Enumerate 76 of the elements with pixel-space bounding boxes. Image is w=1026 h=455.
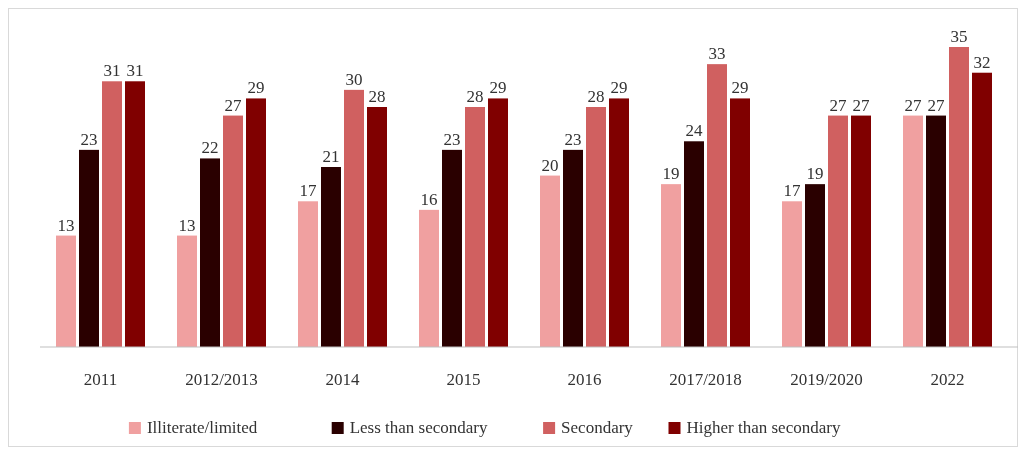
data-label: 35 (950, 27, 968, 46)
data-label: 27 (829, 95, 847, 115)
x-tick-label: 2011 (83, 370, 118, 389)
bar (707, 64, 727, 347)
bar (586, 107, 606, 347)
legend-label: Illiterate/limited (146, 418, 258, 437)
bar (200, 158, 220, 347)
legend-label: Less than secondary (349, 418, 489, 437)
bar (684, 141, 704, 347)
bar (246, 98, 266, 347)
x-tick-label: 2015 (446, 370, 481, 389)
bar (344, 89, 364, 347)
bar (488, 98, 508, 347)
data-label: 29 (247, 78, 265, 98)
data-label: 27 (927, 95, 945, 115)
bar (972, 72, 992, 347)
data-label: 31 (103, 61, 121, 81)
data-label: 28 (368, 87, 386, 106)
data-label: 32 (973, 52, 991, 72)
bar (298, 201, 318, 347)
data-label: 30 (345, 69, 363, 89)
data-label: 27 (852, 95, 870, 115)
data-label: 19 (662, 164, 680, 184)
bar (442, 149, 462, 347)
legend-label: Higher than secondary (686, 418, 841, 437)
bar (661, 184, 681, 347)
legend-label: Secondary (561, 418, 634, 437)
data-label: 27 (904, 95, 922, 115)
bar (102, 81, 122, 347)
bar (223, 115, 243, 347)
bar (125, 81, 145, 347)
data-label: 19 (806, 164, 824, 184)
bar (949, 47, 969, 347)
bar (540, 175, 560, 347)
bar (828, 115, 848, 347)
x-tick-label: 2019/2020 (790, 370, 863, 389)
bar (419, 209, 439, 347)
x-tick-label: 2022 (930, 370, 965, 389)
x-tick-label: 2012/2013 (185, 370, 258, 389)
x-tick-label: 2016 (567, 370, 602, 389)
data-label: 31 (126, 61, 144, 81)
bar (177, 235, 197, 347)
data-label: 16 (420, 189, 438, 209)
data-label: 28 (587, 87, 605, 106)
x-tick-label: 2014 (325, 370, 360, 389)
data-label: 23 (80, 129, 98, 149)
bar (730, 98, 750, 347)
bar (465, 107, 485, 347)
data-label: 13 (178, 215, 196, 235)
data-label: 23 (443, 129, 461, 149)
data-label: 20 (541, 155, 559, 175)
data-label: 17 (299, 181, 317, 201)
data-label: 29 (610, 78, 628, 98)
data-label: 28 (466, 87, 484, 106)
bar (903, 115, 923, 347)
bar (367, 107, 387, 347)
bar (851, 115, 871, 347)
data-label: 33 (708, 44, 726, 64)
bar (609, 98, 629, 347)
bar (56, 235, 76, 347)
data-label: 24 (685, 121, 703, 141)
data-label: 17 (783, 181, 801, 201)
bar (805, 184, 825, 347)
bar (782, 201, 802, 347)
bar (926, 115, 946, 347)
data-label: 29 (731, 78, 749, 98)
data-label: 13 (57, 215, 75, 235)
data-label: 23 (564, 129, 582, 149)
bar (321, 167, 341, 347)
data-label: 27 (224, 95, 242, 115)
bar (563, 149, 583, 347)
data-label: 29 (489, 78, 507, 98)
x-tick-label: 2017/2018 (669, 370, 742, 389)
data-label: 21 (322, 147, 340, 166)
bar (79, 149, 99, 347)
data-label: 22 (201, 138, 219, 158)
